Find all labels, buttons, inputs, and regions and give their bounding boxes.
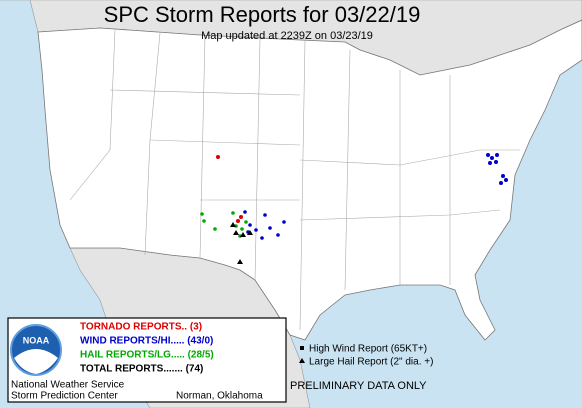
hail-key-icon	[299, 358, 305, 363]
hail-reports	[200, 211, 248, 238]
tornado-report	[216, 155, 220, 159]
state-lines	[69, 29, 520, 331]
subtitle: Map updated at 2239Z on 03/23/19	[201, 30, 373, 42]
wind-reports	[243, 153, 508, 240]
tornado-report	[236, 219, 240, 223]
logo-wave	[14, 349, 58, 374]
large-hail-reports	[230, 222, 253, 264]
total-legend: TOTAL REPORTS....... (74)	[80, 364, 203, 375]
reports	[200, 153, 508, 264]
wind-key: High Wind Report (65KT+)	[309, 344, 427, 355]
location: Norman, Oklahoma	[176, 391, 263, 402]
notice: PRELIMINARY DATA ONLY	[290, 380, 427, 392]
united-states	[37, 19, 582, 341]
center-name: Storm Prediction Center	[11, 391, 118, 402]
hail-legend: HAIL REPORTS/LG..... (28/5)	[80, 350, 214, 361]
tornado-report	[239, 215, 243, 219]
agency-name: National Weather Service	[11, 380, 125, 391]
wind-key-icon	[300, 346, 304, 350]
wind-legend: WIND REPORTS/HI..... (43/0)	[80, 336, 213, 347]
tornado-legend: TORNADO REPORTS.. (3)	[80, 322, 202, 333]
title: SPC Storm Reports for 03/22/19	[104, 2, 421, 27]
logo-text: NOAA	[23, 335, 50, 345]
hail-key: Large Hail Report (2" dia. +)	[309, 357, 433, 368]
